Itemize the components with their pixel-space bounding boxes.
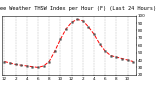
Text: Milwaukee Weather THSW Index per Hour (F) (Last 24 Hours): Milwaukee Weather THSW Index per Hour (F…	[0, 6, 156, 11]
